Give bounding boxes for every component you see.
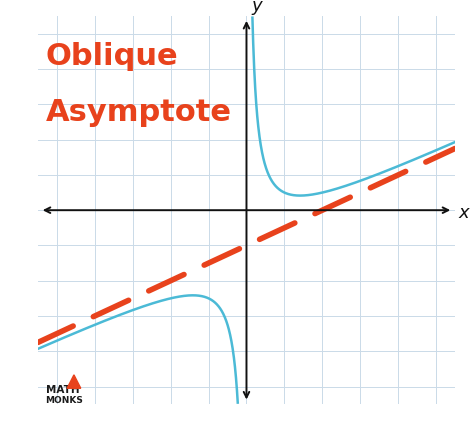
Text: MONKS: MONKS: [46, 395, 83, 404]
Text: Asymptote: Asymptote: [46, 98, 231, 127]
Text: Oblique: Oblique: [46, 42, 178, 71]
Text: y: y: [251, 0, 262, 15]
Text: MATH: MATH: [46, 384, 79, 393]
Text: x: x: [459, 203, 469, 221]
Polygon shape: [67, 375, 81, 388]
